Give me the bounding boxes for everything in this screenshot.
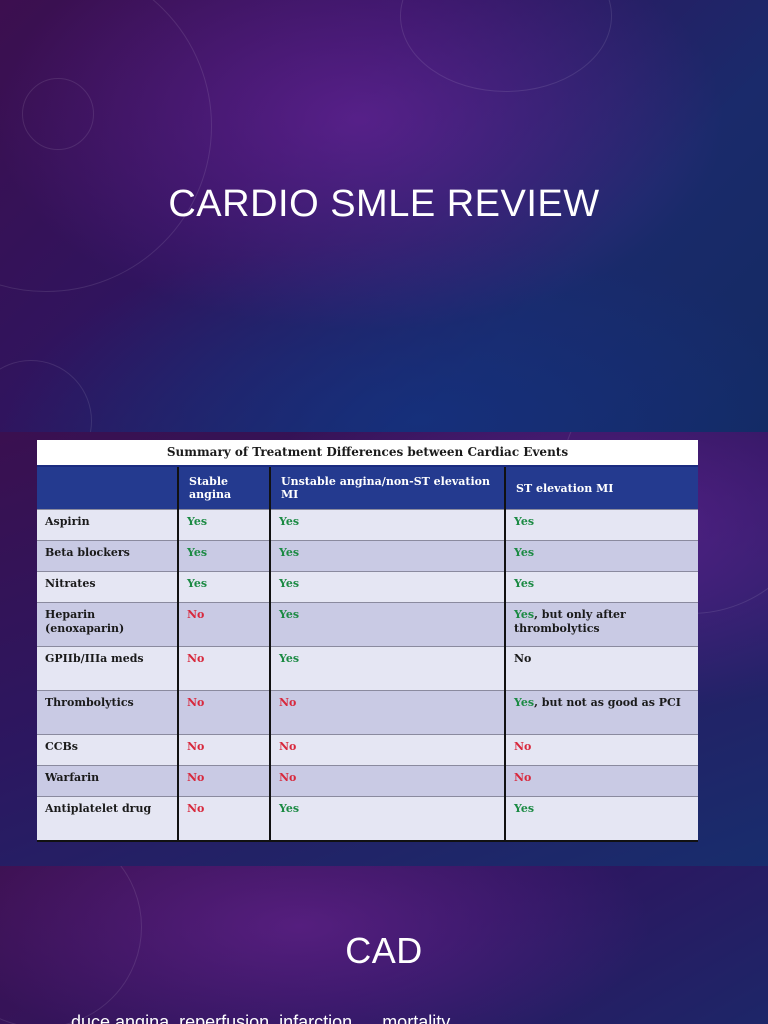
header-cell — [37, 467, 179, 510]
cell-stemi: No — [505, 765, 698, 797]
table-row: Heparin (enoxaparin) No Yes Yes, but onl… — [37, 602, 698, 647]
cell-stemi: Yes, but only after thrombolytics — [505, 602, 698, 647]
table-caption: Summary of Treatment Differences between… — [37, 440, 698, 467]
cell-stemi: Yes — [505, 509, 698, 541]
decorative-circle — [400, 0, 612, 92]
cell-stemi: Yes, but not as good as PCI — [505, 690, 698, 735]
stemi-answer: Yes — [514, 608, 535, 621]
cad-slide: CAD ...duce angina, reperfusion, infarct… — [0, 866, 768, 1024]
table-row: Antiplatelet drug No Yes Yes — [37, 796, 698, 842]
cell-stemi: No — [505, 646, 698, 691]
cell-stemi: Yes — [505, 540, 698, 572]
treatment-table-image: Summary of Treatment Differences between… — [37, 440, 698, 842]
stemi-answer: Yes — [514, 515, 535, 528]
cell-unstable: No — [270, 734, 506, 766]
slide-title: CARDIO SMLE REVIEW — [168, 183, 600, 225]
stemi-answer: Yes — [514, 546, 535, 559]
drug-name: Antiplatelet drug — [37, 796, 179, 842]
cell-unstable: Yes — [270, 796, 506, 842]
table-row: Beta blockers Yes Yes Yes — [37, 540, 698, 572]
stemi-answer: No — [514, 740, 532, 753]
title-slide: CARDIO SMLE REVIEW — [0, 0, 768, 432]
stemi-answer: No — [514, 652, 532, 665]
table-row: GPIIb/IIIa meds No Yes No — [37, 646, 698, 691]
cell-stable: No — [178, 646, 271, 691]
table-row: Aspirin Yes Yes Yes — [37, 509, 698, 541]
header-cell: Stable angina — [178, 467, 271, 510]
decorative-circle — [0, 0, 212, 292]
cell-stable: No — [178, 796, 271, 842]
stemi-note: , but not as good as PCI — [534, 696, 681, 709]
drug-name: Thrombolytics — [37, 690, 179, 735]
drug-name: GPIIb/IIIa meds — [37, 646, 179, 691]
table-header-row: Stable angina Unstable angina/non-ST ele… — [37, 467, 698, 510]
cell-unstable: Yes — [270, 571, 506, 603]
treatment-table: Stable angina Unstable angina/non-ST ele… — [37, 467, 698, 842]
drug-name: Nitrates — [37, 571, 179, 603]
cell-stable: Yes — [178, 571, 271, 603]
table-row: CCBs No No No — [37, 734, 698, 766]
cell-unstable: Yes — [270, 509, 506, 541]
cell-stable: No — [178, 765, 271, 797]
header-cell: ST elevation MI — [505, 467, 698, 510]
drug-name: Beta blockers — [37, 540, 179, 572]
cell-stable: No — [178, 602, 271, 647]
stemi-answer: No — [514, 771, 532, 784]
table-row: Nitrates Yes Yes Yes — [37, 571, 698, 603]
cell-unstable: Yes — [270, 540, 506, 572]
header-cell: Unstable angina/non-ST elevation MI — [270, 467, 506, 510]
cell-unstable: No — [270, 765, 506, 797]
cell-stable: No — [178, 690, 271, 735]
cell-stable: No — [178, 734, 271, 766]
drug-name: Aspirin — [37, 509, 179, 541]
cell-stable: Yes — [178, 509, 271, 541]
cell-stemi: Yes — [505, 796, 698, 842]
table-row: Thrombolytics No No Yes, but not as good… — [37, 690, 698, 735]
stemi-answer: Yes — [514, 577, 535, 590]
stemi-answer: Yes — [514, 802, 535, 815]
drug-name: Heparin (enoxaparin) — [37, 602, 179, 647]
drug-name: CCBs — [37, 734, 179, 766]
cell-unstable: No — [270, 690, 506, 735]
slide-body-text: ...duce angina, reperfusion, infarction,… — [56, 1012, 464, 1024]
table-row: Warfarin No No No — [37, 765, 698, 797]
cell-unstable: Yes — [270, 646, 506, 691]
slide-title: CAD — [345, 930, 423, 971]
drug-name: Warfarin — [37, 765, 179, 797]
cell-stemi: No — [505, 734, 698, 766]
stemi-note: , but only after thrombolytics — [514, 608, 626, 635]
cell-unstable: Yes — [270, 602, 506, 647]
cell-stable: Yes — [178, 540, 271, 572]
stemi-answer: Yes — [514, 696, 535, 709]
cell-stemi: Yes — [505, 571, 698, 603]
decorative-circle — [0, 360, 92, 432]
